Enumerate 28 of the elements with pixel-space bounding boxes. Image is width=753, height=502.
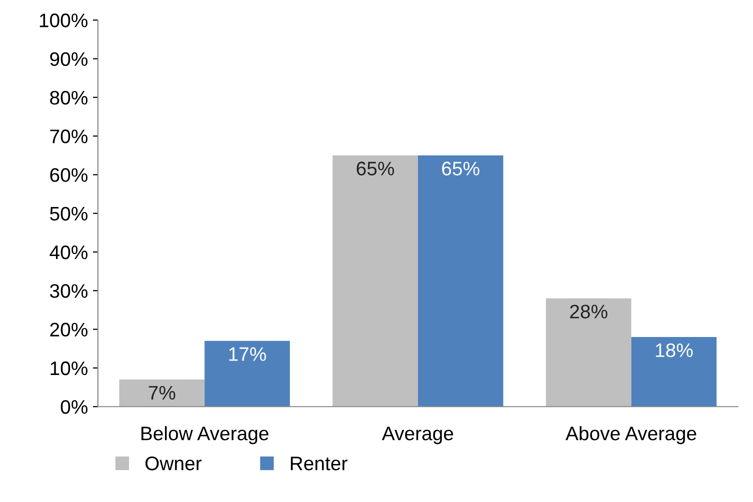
y-tick-label: 0% (60, 400, 88, 414)
y-tick-label: 40% (50, 245, 88, 260)
data-label: 28% (570, 304, 608, 318)
y-tick-label: 30% (50, 284, 88, 298)
y-tick-label: 90% (50, 52, 88, 66)
bar (204, 340, 290, 407)
bar (418, 155, 504, 407)
legend-label: Renter (290, 456, 348, 470)
data-label: 65% (356, 162, 394, 176)
bar (631, 337, 717, 407)
y-tick-label: 100% (40, 14, 88, 28)
bar (332, 155, 418, 407)
data-label: 17% (229, 347, 266, 361)
legend-label: Owner (145, 456, 202, 470)
y-tick-label: 60% (50, 168, 88, 182)
bar (119, 380, 205, 407)
y-tick-label: 20% (50, 322, 88, 337)
y-tick-label: 10% (50, 361, 88, 376)
x-tick-label: Above Average (566, 426, 696, 444)
data-label: 18% (656, 343, 693, 358)
y-tick-label: 80% (50, 90, 88, 105)
data-label: 65% (442, 162, 480, 176)
x-tick-label: Below Average (141, 426, 268, 444)
bar (546, 298, 632, 407)
data-label: 7% (148, 386, 176, 400)
x-tick-label: Average (382, 426, 454, 444)
y-tick-label: 50% (50, 206, 88, 221)
y-tick-label: 70% (50, 130, 88, 144)
